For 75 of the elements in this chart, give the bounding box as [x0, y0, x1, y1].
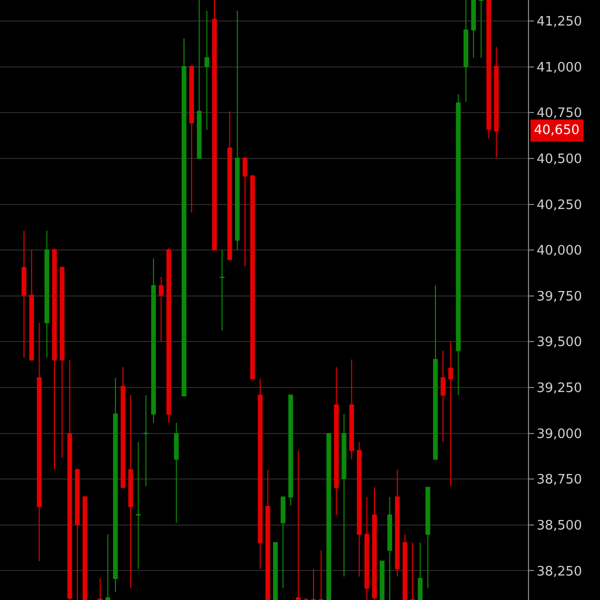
candlestick: [387, 496, 392, 600]
candlestick: [273, 542, 278, 600]
candlestick: [456, 94, 461, 396]
candlestick: [227, 110, 232, 261]
y-tick-label: 40,250: [536, 198, 582, 213]
y-tick-label: 38,250: [536, 564, 582, 580]
candlestick: [471, 0, 476, 58]
y-tick-label: 39,500: [536, 335, 582, 350]
candlestick: [67, 359, 72, 600]
candlestick: [128, 394, 134, 589]
y-tick-label: 40,500: [536, 152, 582, 168]
y-tick-label: 38,500: [536, 518, 582, 534]
candlestick: [189, 64, 194, 214]
candlestick: [380, 560, 384, 600]
candlestick: [349, 358, 354, 460]
candlestick: [356, 442, 362, 578]
candlestick: [311, 568, 316, 600]
candlestick: [44, 230, 50, 358]
candlestick: [166, 248, 172, 424]
candlestick: [486, 0, 492, 139]
candlestick: [440, 350, 446, 443]
candlestick: [182, 38, 186, 396]
candlestick: [494, 46, 499, 158]
candlestick: [288, 394, 294, 506]
candlestick: [22, 230, 26, 358]
y-tick-label: 41,250: [536, 14, 582, 30]
candlestick: [364, 496, 370, 600]
candlestick: [250, 174, 255, 380]
candlestick: [98, 578, 103, 600]
candlestick: [220, 249, 224, 331]
candlestick: [29, 249, 34, 362]
candlestick: [212, 0, 217, 250]
y-tick-label: 38,750: [536, 472, 582, 488]
candlestick: [242, 156, 248, 267]
y-tick-label: 40,750: [536, 106, 582, 122]
candlestick: [433, 285, 438, 460]
candlestick: [174, 422, 179, 524]
candlestick: [342, 414, 346, 578]
candlestick: [144, 394, 148, 487]
candlestick: [136, 442, 141, 570]
candlestick: [196, 0, 202, 159]
y-tick-label: 39,000: [536, 426, 582, 442]
candlestick: [372, 486, 377, 600]
candlestick: [60, 266, 64, 458]
candlestick: [418, 542, 423, 600]
candlestick: [410, 542, 415, 600]
candlestick: [158, 276, 164, 342]
candlestick: [394, 469, 400, 578]
candlestick: [448, 340, 454, 487]
candlestick: [296, 450, 301, 600]
candlestick: [234, 10, 240, 250]
candlestick: [74, 468, 80, 600]
candlestick: [425, 486, 430, 589]
candlestick: [280, 496, 286, 589]
candlestick: [464, 0, 468, 102]
candlestick: [204, 10, 210, 130]
candlestick: [326, 433, 332, 600]
candlestick: [151, 258, 156, 424]
candlestick: [105, 534, 110, 600]
y-tick-label: 39,250: [536, 381, 582, 396]
candlestick: [478, 0, 484, 58]
candlestick: [258, 378, 263, 570]
candlestick: [120, 366, 126, 489]
candlestick: [402, 534, 408, 600]
y-tick-label: 41,000: [536, 60, 582, 76]
candlestick: [52, 248, 57, 470]
candlestick: [265, 469, 270, 600]
text: 40,650: [534, 123, 580, 138]
candlestick: [334, 366, 339, 516]
candlestick: [82, 495, 88, 600]
candlestick: [318, 550, 324, 600]
candlestick: [113, 377, 118, 592]
y-tick-label: 40,000: [536, 244, 582, 259]
y-tick-label: 39,750: [536, 289, 582, 304]
candlestick: [36, 322, 42, 562]
